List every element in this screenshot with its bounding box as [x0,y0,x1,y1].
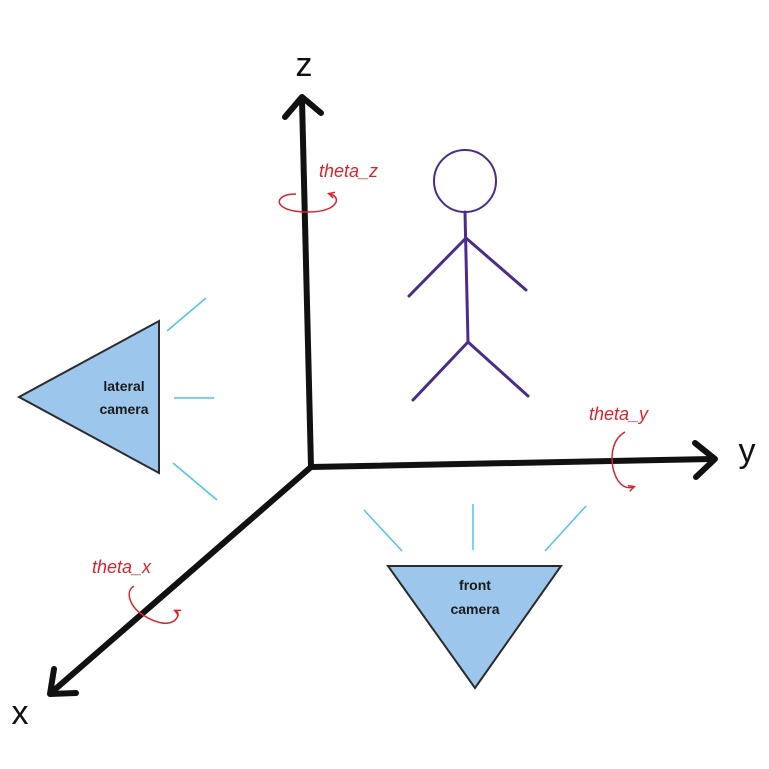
figure-right-leg [466,340,530,398]
axes [47,94,718,697]
x-axis-arrowhead [47,666,79,697]
figure-body [463,210,470,344]
figure-left-leg [411,340,470,402]
theta-y-label: theta_y [589,404,649,424]
front-camera: front camera [363,504,587,690]
theta-y-rotation: theta_y [589,404,649,488]
front-camera-icon [386,565,563,690]
theta-z-arrow-icon [278,194,338,213]
front-camera-rays [363,504,587,552]
front-camera-label-line2: camera [450,601,499,617]
figure-left-arm [407,236,468,298]
z-axis-arrowhead [282,94,324,120]
figure-right-arm [464,236,528,292]
theta-y-arrow-icon [611,431,633,488]
lateral-camera-icon [16,319,160,475]
y-axis-line [308,456,715,470]
lateral-camera-rays [166,297,218,501]
x-axis-label: x [12,694,29,732]
theta-z-rotation: theta_z [278,161,378,213]
stick-figure-icon [407,149,530,402]
y-axis-label: y [739,432,756,470]
theta-z-label: theta_z [319,161,378,181]
figure-head [433,149,497,213]
theta-x-arrow-icon [128,585,178,624]
lateral-camera-label-line1: lateral [103,378,144,394]
lateral-camera: lateral camera [16,297,218,501]
front-camera-label-line1: front [459,577,491,593]
y-axis-arrowhead [692,440,718,480]
theta-x-rotation: theta_x [92,557,178,624]
x-axis-line [49,464,314,695]
theta-x-label: theta_x [92,557,152,577]
lateral-camera-label-line2: camera [99,401,148,417]
z-axis-line [299,97,314,470]
z-axis-label: z [296,46,313,84]
